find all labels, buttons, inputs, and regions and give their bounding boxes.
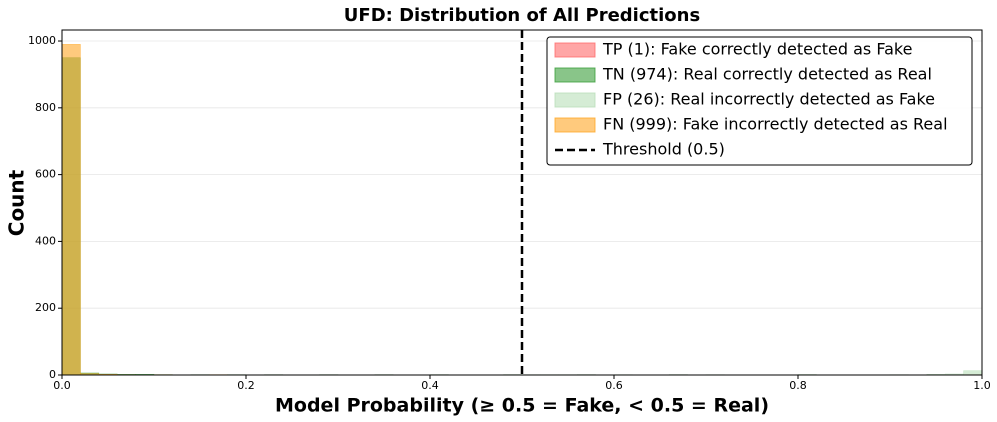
- x-tick-label: 0.8: [789, 379, 807, 392]
- x-axis-label: Model Probability (≥ 0.5 = Fake, < 0.5 =…: [275, 395, 769, 417]
- y-axis-label: Count: [5, 169, 29, 236]
- plot-frame: [61, 29, 983, 376]
- y-tick-label: 0: [49, 368, 56, 381]
- legend-label: FP (26): Real incorrectly detected as Fa…: [603, 90, 935, 109]
- legend-swatch: [554, 42, 596, 58]
- legend-label: Threshold (0.5): [602, 140, 725, 159]
- y-tick-label: 1000: [28, 34, 56, 47]
- y-tick-label: 400: [35, 234, 56, 247]
- x-tick-label: 0.4: [421, 379, 439, 392]
- x-tick-label: 0.2: [237, 379, 255, 392]
- legend-swatch: [554, 67, 596, 83]
- bar: [963, 370, 983, 376]
- legend-label: TP (1): Fake correctly detected as Fake: [602, 40, 912, 59]
- legend-swatch: [554, 117, 596, 133]
- chart-title: UFD: Distribution of All Predictions: [344, 5, 700, 26]
- y-tick-label: 600: [35, 168, 56, 181]
- y-tick-label: 800: [35, 101, 56, 114]
- legend-label: TN (974): Real correctly detected as Rea…: [602, 65, 932, 84]
- bar: [61, 44, 81, 376]
- legend-box: [546, 36, 973, 166]
- x-tick-label: 0.0: [53, 379, 71, 392]
- legend-swatch: [554, 92, 596, 108]
- y-tick-label: 200: [35, 301, 56, 314]
- x-tick-label: 0.6: [605, 379, 623, 392]
- x-tick-label: 1.0: [973, 379, 991, 392]
- legend-label: FN (999): Fake incorrectly detected as R…: [603, 115, 948, 134]
